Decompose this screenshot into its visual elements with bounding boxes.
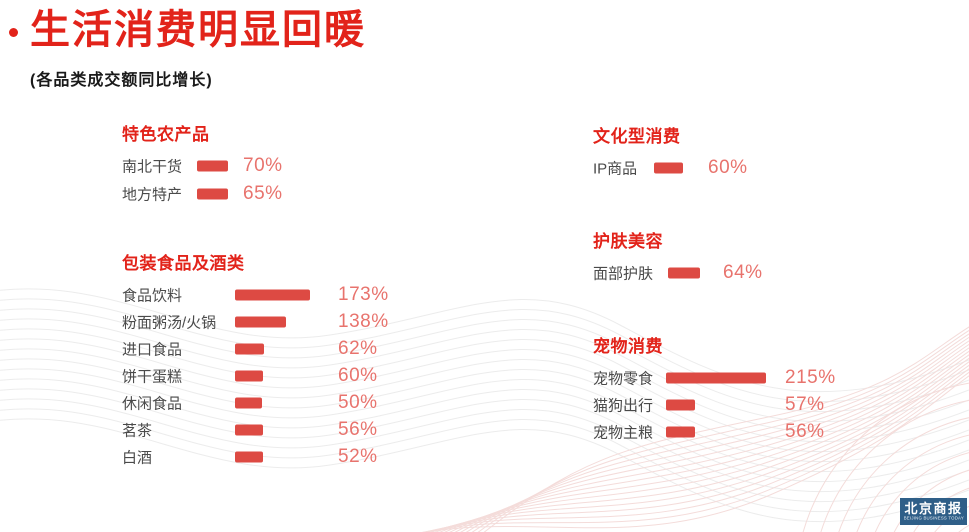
row-percent-value: 215% <box>785 366 836 388</box>
page-title: 生活消费明显回暖 <box>30 8 366 52</box>
row-percent-value: 57% <box>785 393 825 415</box>
bar-row: 南北干货 70% <box>122 152 462 180</box>
page-subtitle: (各品类成交额同比增长) <box>30 72 213 89</box>
row-percent-value: 52% <box>338 445 378 467</box>
value-bar <box>235 424 263 435</box>
row-label: 饼干蛋糕 <box>122 368 183 385</box>
value-bar <box>235 289 310 300</box>
row-label: 南北干货 <box>122 158 183 176</box>
row-label: 宠物主粮 <box>593 424 654 441</box>
category-title: 宠物消费 <box>593 337 663 356</box>
row-label: 茗茶 <box>122 422 153 439</box>
value-bar <box>666 399 695 410</box>
value-bar <box>235 397 262 408</box>
row-percent-value: 60% <box>708 157 748 178</box>
value-bar <box>235 370 263 381</box>
bar-row: 休闲食品 50% <box>122 389 462 416</box>
row-label: 地方特产 <box>122 186 183 204</box>
row-percent-value: 173% <box>338 283 389 305</box>
value-bar <box>235 316 286 327</box>
row-label: 粉面粥汤/火锅 <box>122 314 217 331</box>
category-section-skincare-beauty: 护肤美容面部护肤 64% <box>593 233 933 287</box>
category-title: 包装食品及酒类 <box>122 254 245 273</box>
left-column: 特色农产品南北干货 70% 地方特产 65% 包装食品及酒类 食品饮料 173% 粉面粥汤/火… <box>122 0 462 532</box>
bar-row: 地方特产 65% <box>122 180 462 208</box>
value-bar <box>668 267 700 279</box>
row-percent-value: 56% <box>785 420 825 442</box>
row-percent-value: 62% <box>338 337 378 359</box>
bar-row: 食品饮料 173% <box>122 281 462 308</box>
row-label: 休闲食品 <box>122 395 183 412</box>
value-bar <box>654 162 683 174</box>
row-label: 面部护肤 <box>593 265 654 283</box>
category-title: 护肤美容 <box>593 232 663 251</box>
row-label: IP商品 <box>593 160 638 178</box>
bar-row: 进口食品 62% <box>122 335 462 362</box>
value-bar <box>197 188 228 200</box>
row-label: 猫狗出行 <box>593 397 654 414</box>
category-title: 特色农产品 <box>122 125 210 144</box>
value-bar <box>235 343 264 354</box>
beijing-business-today-logo: 北京商报 BEIJING BUSINESS TODAY <box>900 498 967 525</box>
row-percent-value: 64% <box>723 262 763 283</box>
bar-row: 宠物零食 215% <box>593 364 933 391</box>
value-bar <box>666 372 766 383</box>
category-section-special-agricultural-products: 特色农产品南北干货 70% 地方特产 65% <box>122 126 462 208</box>
bar-row: 猫狗出行 57% <box>593 391 933 418</box>
row-label: 宠物零食 <box>593 370 654 387</box>
title-bullet-icon <box>9 28 18 37</box>
row-percent-value: 50% <box>338 391 378 413</box>
bar-row: 粉面粥汤/火锅 138% <box>122 308 462 335</box>
row-percent-value: 60% <box>338 364 378 386</box>
bar-row: 饼干蛋糕 60% <box>122 362 462 389</box>
row-percent-value: 56% <box>338 418 378 440</box>
row-percent-value: 138% <box>338 310 389 332</box>
category-section-pet-consumption: 宠物消费宠物零食 215% 猫狗出行 57% 宠物主粮 56% <box>593 338 933 445</box>
bar-row: 宠物主粮 56% <box>593 418 933 445</box>
value-bar <box>235 451 263 462</box>
row-label: 进口食品 <box>122 341 183 358</box>
category-title: 文化型消费 <box>593 127 681 146</box>
row-label: 白酒 <box>122 449 153 466</box>
value-bar <box>666 426 695 437</box>
bar-row: 面部护肤 64% <box>593 259 933 287</box>
bar-row: 茗茶 56% <box>122 416 462 443</box>
bar-row: IP商品 60% <box>593 154 933 182</box>
row-label: 食品饮料 <box>122 287 183 304</box>
row-percent-value: 65% <box>243 183 283 204</box>
logo-text-cn: 北京商报 <box>904 500 963 516</box>
value-bar <box>197 160 228 172</box>
bar-row: 白酒 52% <box>122 443 462 470</box>
right-column: 文化型消费 IP商品 60% 护肤美容面部护肤 64% 宠物消费宠物零食 215% 猫狗出行 5… <box>593 0 933 532</box>
category-section-packaged-food-and-alcohol: 包装食品及酒类 食品饮料 173% 粉面粥汤/火锅 138% 进口食品 62% 饼干蛋糕 60%… <box>122 255 462 470</box>
category-section-cultural-consumption: 文化型消费 IP商品 60% <box>593 128 933 182</box>
logo-text-en: BEIJING BUSINESS TODAY <box>903 516 964 521</box>
row-percent-value: 70% <box>243 155 283 176</box>
